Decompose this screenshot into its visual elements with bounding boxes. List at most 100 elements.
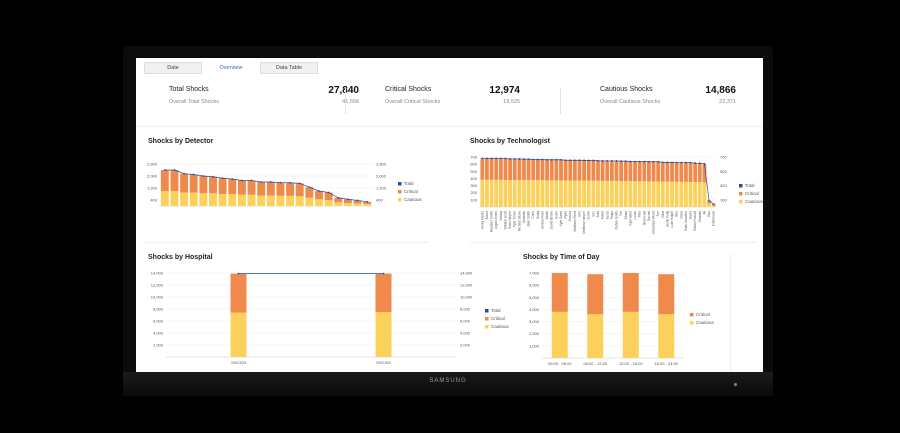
x-tick-label: Chris bbox=[531, 211, 535, 219]
y2-tick-label: 2,800 bbox=[376, 162, 387, 167]
x-tick-label: Ethan bbox=[624, 211, 628, 220]
legend-label: Total bbox=[491, 308, 501, 313]
bar-critical bbox=[549, 159, 554, 181]
x-tick-label: Nina bbox=[661, 211, 665, 218]
y-tick-label: 8,000 bbox=[153, 307, 164, 312]
bar-cautious bbox=[591, 180, 596, 207]
total-point bbox=[518, 158, 521, 160]
x-tick-label: David Brown bbox=[550, 211, 554, 229]
bar-critical bbox=[276, 182, 285, 196]
bar-critical bbox=[315, 191, 323, 200]
kpi-label: Cautious Shocks bbox=[600, 86, 653, 93]
x-tick-label: Paige bbox=[610, 211, 614, 219]
chart-title-hospital: Shocks by Hospital bbox=[148, 254, 213, 261]
bar-cautious bbox=[596, 180, 600, 207]
bar-cautious bbox=[674, 181, 679, 207]
bar-cautious bbox=[707, 203, 711, 207]
bar-cautious bbox=[498, 179, 503, 207]
bar-critical bbox=[619, 161, 624, 182]
bar-cautious bbox=[614, 180, 619, 207]
y-tick-label: 1,000 bbox=[529, 343, 540, 348]
x-tick-label: Jordan Rose bbox=[540, 211, 544, 229]
x-tick-label: Hannah bbox=[698, 211, 702, 222]
bar-cautious bbox=[651, 181, 656, 207]
x-tick-label: Jordan Smith bbox=[615, 211, 619, 230]
bar-cautious bbox=[545, 180, 549, 207]
bar-critical bbox=[266, 182, 275, 196]
bar-cautious bbox=[230, 312, 247, 357]
total-point bbox=[708, 199, 710, 202]
x-tick-label: Emily bbox=[536, 211, 540, 219]
total-point bbox=[183, 172, 185, 175]
bar-critical bbox=[637, 161, 642, 182]
total-point bbox=[638, 160, 641, 163]
dashboard-screen: Date Overview Data Table Total Shocks 27… bbox=[136, 58, 763, 372]
legend-swatch bbox=[485, 309, 489, 313]
bar-critical bbox=[160, 170, 169, 191]
y2-tick-label: 500 bbox=[720, 169, 727, 174]
bar-cautious bbox=[642, 181, 647, 207]
bar-critical bbox=[535, 159, 540, 181]
y-tick-label: 4,000 bbox=[153, 331, 164, 336]
bar-critical bbox=[688, 162, 693, 182]
bar-critical bbox=[642, 161, 647, 182]
total-point bbox=[694, 162, 697, 164]
bar-critical bbox=[526, 159, 531, 181]
bar-cautious bbox=[623, 181, 628, 207]
y-tick-label: 2,000 bbox=[153, 343, 164, 348]
bar-critical bbox=[586, 160, 591, 181]
tab-overview[interactable]: Overview bbox=[202, 62, 260, 74]
legend-label: Critical bbox=[696, 312, 710, 317]
tab-date[interactable]: Date bbox=[144, 62, 202, 74]
total-point bbox=[347, 198, 349, 201]
y-tick-label: 12,000 bbox=[151, 283, 164, 288]
total-point bbox=[624, 160, 627, 163]
bar-cautious bbox=[582, 180, 587, 207]
bar-cautious bbox=[609, 180, 614, 207]
x-tick-label: Brandon Smith bbox=[490, 211, 494, 232]
bar-critical bbox=[218, 178, 227, 194]
total-point bbox=[366, 200, 369, 203]
y-tick-label: 500 bbox=[470, 169, 477, 174]
bar-critical bbox=[702, 163, 707, 183]
bar-cautious bbox=[512, 180, 517, 207]
bar-cautious bbox=[257, 195, 266, 206]
kpi-value: 12,974 bbox=[489, 85, 520, 96]
bar-critical bbox=[343, 199, 352, 203]
total-point bbox=[648, 160, 650, 163]
legend-swatch bbox=[485, 317, 489, 321]
total-point bbox=[546, 158, 548, 161]
legend-label: Total bbox=[745, 183, 755, 188]
bar-critical bbox=[656, 161, 661, 182]
bar-critical bbox=[707, 200, 711, 204]
bar-cautious bbox=[535, 180, 540, 207]
bar-cautious bbox=[295, 196, 304, 206]
bar-critical bbox=[674, 162, 679, 182]
legend-swatch bbox=[398, 182, 402, 186]
bar-cautious bbox=[266, 195, 275, 206]
y-tick-label: 100 bbox=[470, 197, 477, 202]
x-tick-label: Matthew Reed bbox=[573, 211, 577, 232]
y-tick-label: 10,000 bbox=[151, 295, 164, 300]
y-tick-label: 6,000 bbox=[529, 283, 540, 288]
bar-cautious bbox=[315, 199, 323, 206]
total-point bbox=[298, 182, 301, 185]
bar-cautious bbox=[568, 180, 573, 207]
x-tick-label: Evan Harper bbox=[508, 210, 512, 229]
x-tick-label: Ben bbox=[675, 211, 679, 217]
x-tick-label: 12:00 - 18:00 bbox=[619, 361, 643, 366]
bar-critical bbox=[600, 160, 605, 181]
kpi-label: Critical Shocks bbox=[385, 86, 432, 93]
total-point bbox=[337, 196, 340, 199]
x-tick-label: Ethan Russell bbox=[693, 211, 697, 231]
total-point bbox=[652, 160, 655, 163]
total-point bbox=[606, 160, 609, 162]
bar-cautious bbox=[647, 181, 651, 207]
tab-data-table[interactable]: Data Table bbox=[260, 62, 318, 74]
panel-divider bbox=[144, 242, 428, 243]
kpi-divider bbox=[560, 88, 561, 114]
bar-cautious bbox=[572, 180, 577, 207]
chart-time-of-day: 7,000 6,000 5,000 4,000 3,000 2,000 1,000 00:00… bbox=[529, 271, 715, 367]
x-tick-label: Sebastian Wood bbox=[652, 211, 656, 235]
bar-critical bbox=[531, 159, 536, 181]
